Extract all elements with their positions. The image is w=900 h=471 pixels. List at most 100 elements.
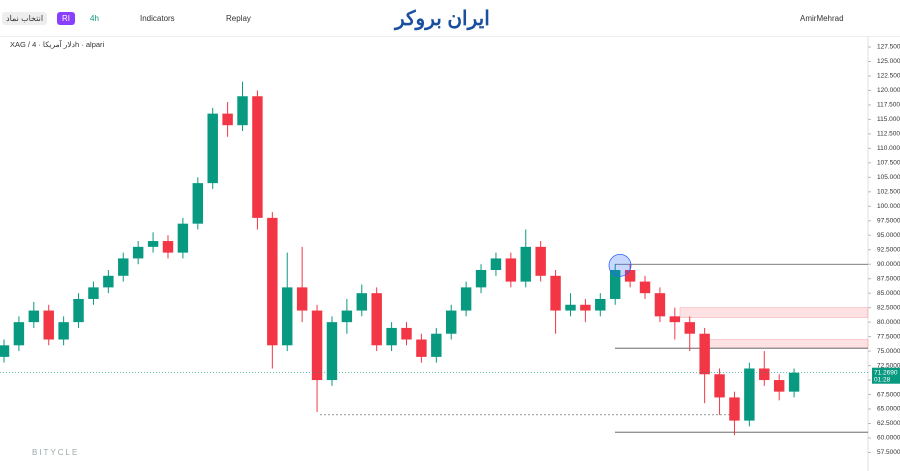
candle-body bbox=[431, 333, 442, 357]
zone bbox=[699, 339, 869, 349]
candle-body bbox=[490, 258, 502, 271]
y-tick-label: 107.5000 bbox=[877, 160, 900, 167]
y-tick-label: 90.0000 bbox=[877, 261, 900, 268]
candle-body bbox=[460, 287, 472, 311]
candle-body bbox=[773, 380, 785, 392]
candle-body bbox=[28, 310, 40, 323]
indicators-button[interactable]: Indicators bbox=[140, 14, 175, 23]
candle-body bbox=[639, 281, 651, 294]
candle-body bbox=[282, 287, 293, 346]
candle-body bbox=[192, 183, 204, 224]
y-tick-label: 117.5000 bbox=[877, 102, 900, 109]
replay-button[interactable]: Replay bbox=[226, 14, 251, 23]
y-tick-label: 120.0000 bbox=[877, 87, 900, 94]
candle-body bbox=[177, 223, 189, 253]
candle-body bbox=[550, 275, 561, 311]
candle-body bbox=[58, 322, 69, 340]
y-tick-label: 105.0000 bbox=[877, 174, 900, 181]
candle-body bbox=[520, 246, 531, 282]
y-tick-label: 95.0000 bbox=[877, 232, 900, 239]
candle-body bbox=[222, 113, 233, 126]
y-tick-label: 77.5000 bbox=[877, 333, 900, 340]
toolbar: انتخاب نماد RI 4h Indicators Replay ایرا… bbox=[0, 0, 900, 37]
watermark: BITYCLE bbox=[32, 448, 80, 457]
logo: ایران بروکر bbox=[395, 8, 490, 30]
y-tick-label: 65.0000 bbox=[877, 406, 900, 413]
candle-body bbox=[759, 368, 770, 381]
y-tick-label: 122.5000 bbox=[877, 73, 900, 80]
candle-body bbox=[714, 374, 725, 398]
candle-body bbox=[699, 333, 710, 375]
candle-body bbox=[744, 368, 755, 421]
symbol-button[interactable]: انتخاب نماد bbox=[2, 12, 48, 25]
last-price-badge bbox=[872, 367, 900, 384]
y-tick-label: 92.5000 bbox=[877, 246, 900, 253]
candle-body bbox=[162, 241, 174, 253]
y-tick-label: 102.5000 bbox=[877, 189, 900, 196]
candle-body bbox=[565, 304, 576, 311]
candle-body bbox=[505, 258, 517, 282]
candle-body bbox=[669, 316, 681, 323]
y-tick-label: 97.5000 bbox=[877, 217, 900, 224]
candle-body bbox=[13, 322, 25, 346]
candle-body bbox=[371, 293, 382, 346]
candle-body bbox=[446, 310, 457, 334]
candle-body bbox=[356, 293, 367, 311]
candle-body bbox=[684, 322, 695, 334]
candle-body bbox=[88, 287, 99, 299]
candle-body bbox=[252, 96, 263, 218]
symbol-legend: XAG / دلار آمریکا · 4h · alpari bbox=[10, 40, 105, 49]
candle-body bbox=[0, 345, 10, 357]
chart: 57.500060.000062.500065.000067.500070.00… bbox=[0, 36, 900, 471]
y-tick-label: 80.0000 bbox=[877, 319, 900, 326]
candle-body bbox=[401, 327, 412, 340]
candle-body bbox=[103, 275, 114, 288]
user-name[interactable]: AmirMehrad bbox=[800, 14, 844, 23]
candle-body bbox=[475, 270, 487, 288]
y-tick-label: 127.5000 bbox=[877, 44, 900, 51]
candle-body bbox=[654, 293, 666, 317]
candle-body bbox=[788, 372, 800, 392]
candle-body bbox=[386, 327, 397, 346]
y-tick-label: 67.5000 bbox=[877, 391, 900, 398]
y-tick-label: 75.0000 bbox=[877, 348, 900, 355]
y-tick-label: 115.0000 bbox=[877, 116, 900, 123]
last-price-label: 71.2690 bbox=[874, 369, 898, 376]
y-tick-label: 60.0000 bbox=[877, 435, 900, 442]
candle-body bbox=[416, 339, 427, 357]
candle-body bbox=[595, 298, 606, 311]
candle-body bbox=[326, 322, 338, 381]
candle-body bbox=[237, 96, 248, 126]
y-tick-label: 87.5000 bbox=[877, 275, 900, 282]
candle-body bbox=[73, 298, 84, 323]
interval[interactable]: 4h bbox=[90, 14, 99, 23]
zone bbox=[679, 307, 869, 318]
candle-body bbox=[207, 113, 218, 184]
y-tick-label: 62.5000 bbox=[877, 420, 900, 427]
candle-body bbox=[311, 310, 323, 381]
candle-body bbox=[43, 310, 54, 340]
candle-body bbox=[729, 397, 740, 421]
candle-body bbox=[132, 246, 144, 259]
candle-body bbox=[341, 310, 353, 323]
y-tick-label: 85.0000 bbox=[877, 290, 900, 297]
candle-body bbox=[624, 270, 636, 282]
y-tick-label: 110.0000 bbox=[877, 145, 900, 152]
candle-body bbox=[118, 258, 129, 276]
candle-body bbox=[296, 287, 308, 311]
y-tick-label: 82.5000 bbox=[877, 304, 900, 311]
y-tick-label: 112.5000 bbox=[877, 131, 900, 138]
y-tick-label: 100.0000 bbox=[877, 203, 900, 210]
countdown-label: 01:28 bbox=[874, 376, 891, 383]
y-tick-label: 72.5000 bbox=[877, 362, 900, 369]
y-tick-label: 57.5000 bbox=[877, 449, 900, 456]
candle-body bbox=[609, 270, 621, 299]
indicator-badge[interactable]: RI bbox=[57, 12, 75, 25]
y-tick-label: 125.0000 bbox=[877, 58, 900, 65]
candle-body bbox=[147, 241, 159, 247]
candle-body bbox=[267, 217, 278, 346]
marker-circle bbox=[608, 253, 632, 277]
candle-body bbox=[535, 246, 546, 276]
candle-body bbox=[580, 304, 591, 311]
